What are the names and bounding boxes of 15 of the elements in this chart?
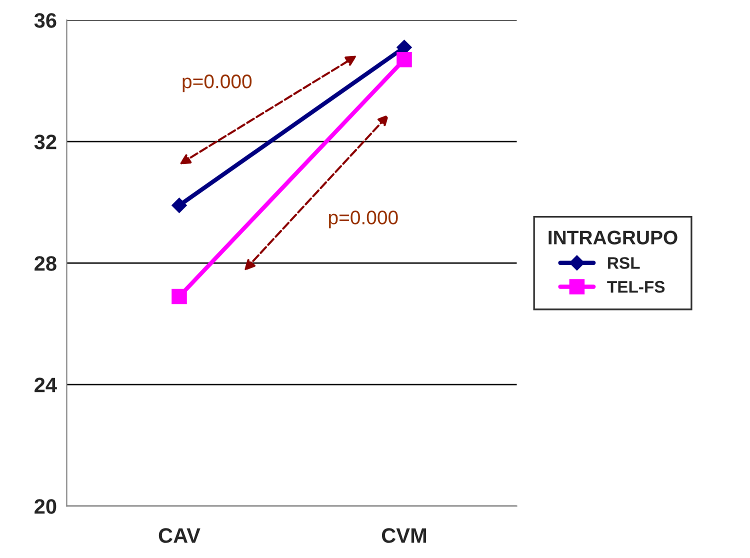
annotation: p=0.000 bbox=[182, 74, 252, 92]
y-tick-label: 36 bbox=[34, 13, 56, 28]
legend-label: RSL bbox=[608, 257, 640, 269]
legend-label: TEL-FS bbox=[607, 280, 665, 293]
x-tick-label: CVM bbox=[382, 528, 426, 543]
y-tick-label: 32 bbox=[34, 134, 56, 150]
point bbox=[172, 288, 187, 304]
legend-title: INTRAGRUPO bbox=[548, 230, 678, 244]
annotation: p=0.000 bbox=[329, 210, 398, 228]
x-tick-label: CAV bbox=[158, 528, 200, 543]
y-tick-label: 20 bbox=[34, 499, 56, 514]
y-tick-label: 28 bbox=[34, 256, 56, 271]
point bbox=[172, 198, 187, 213]
point bbox=[396, 52, 412, 68]
y-tick-label: 24 bbox=[34, 378, 57, 392]
